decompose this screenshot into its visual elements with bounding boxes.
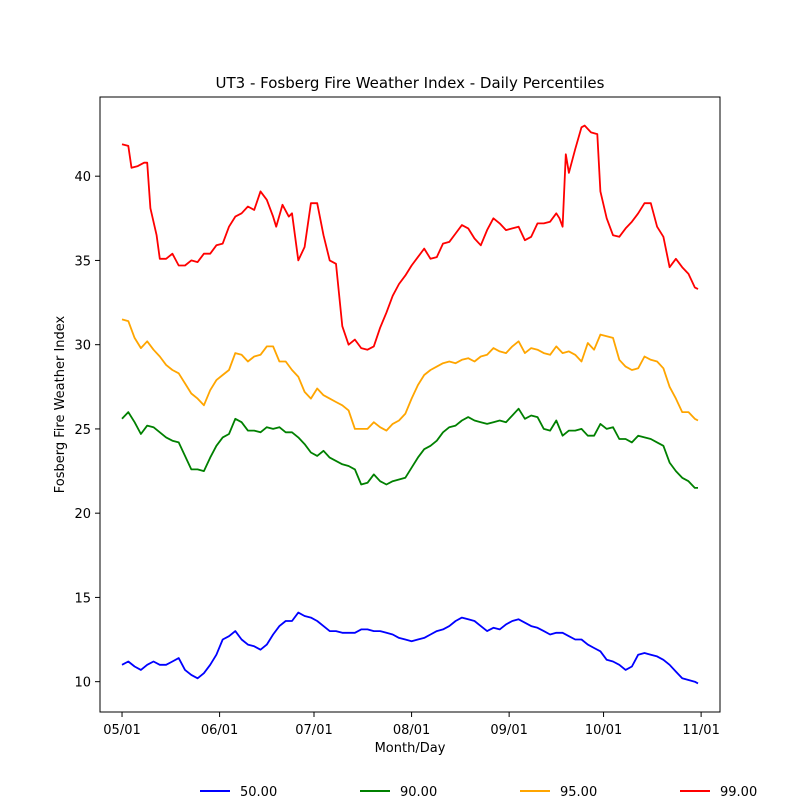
y-axis-label: Fosberg Fire Weather Index <box>53 315 68 493</box>
y-axis: 10 15 20 25 30 35 40 <box>74 170 100 691</box>
plot-frame <box>99 96 721 713</box>
legend-label: 90.00 <box>400 785 437 800</box>
x-tick-label: 05/01 <box>103 723 140 738</box>
legend-label: 99.00 <box>720 785 757 800</box>
legend-label: 50.00 <box>240 785 277 800</box>
x-tick-label: 10/01 <box>585 723 622 738</box>
legend-label: 95.00 <box>560 785 597 800</box>
y-tick-label: 35 <box>74 254 91 269</box>
x-axis: 05/01 06/01 07/01 08/01 09/01 10/01 11/01 <box>103 712 720 738</box>
series-line-90.00 <box>121 407 698 489</box>
y-tick-label: 10 <box>74 676 91 691</box>
series-layer <box>121 124 699 685</box>
y-tick-label: 30 <box>74 339 91 354</box>
legend: 50.00 90.00 95.00 99.00 <box>200 785 757 800</box>
series-line-50.00 <box>121 611 699 685</box>
x-axis-label: Month/Day <box>375 741 446 756</box>
y-tick-label: 20 <box>74 507 91 522</box>
y-tick-label: 15 <box>74 591 91 606</box>
x-tick-label: 06/01 <box>201 723 238 738</box>
x-tick-label: 09/01 <box>490 723 527 738</box>
x-tick-label: 07/01 <box>295 723 332 738</box>
y-tick-label: 25 <box>74 423 91 438</box>
chart-title: UT3 - Fosberg Fire Weather Index - Daily… <box>216 74 605 92</box>
series-line-99.00 <box>121 124 699 351</box>
x-tick-label: 08/01 <box>393 723 430 738</box>
y-tick-label: 40 <box>74 170 91 185</box>
x-tick-label: 11/01 <box>682 723 719 738</box>
series-line-95.00 <box>121 318 699 432</box>
